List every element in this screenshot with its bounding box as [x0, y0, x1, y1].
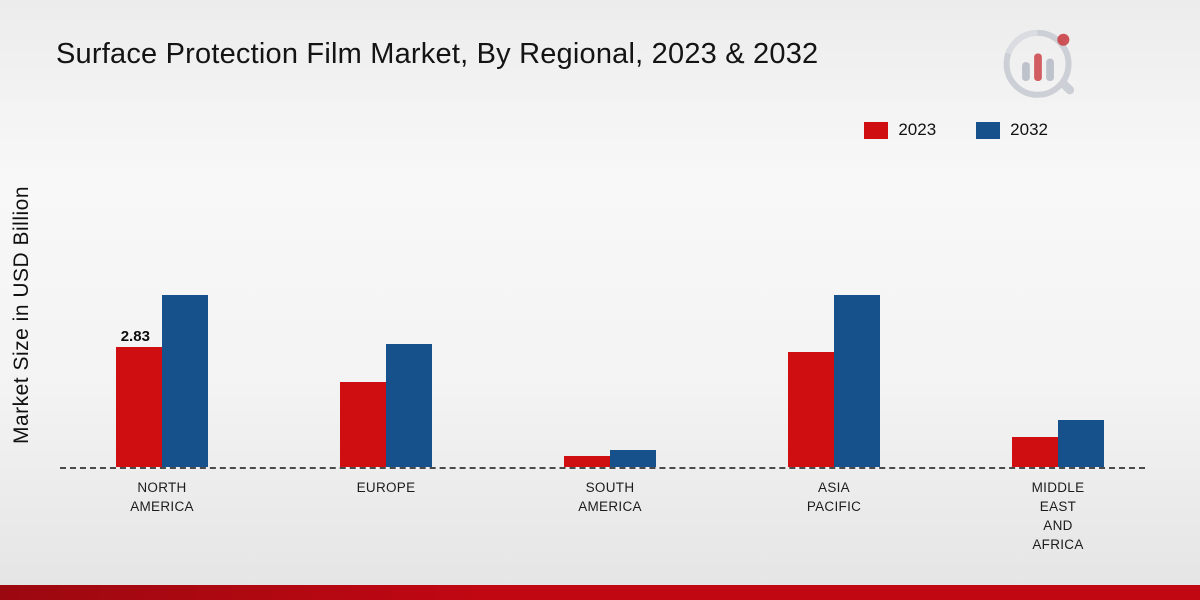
category-label-middle-east-and-africa: MIDDLE EAST AND AFRICA: [1031, 480, 1085, 552]
bar-2023-asia-pacific: [788, 352, 834, 467]
legend: 2023 2032: [864, 120, 1048, 140]
legend-label: 2023: [898, 120, 937, 139]
bar-2023-south-america: [564, 456, 610, 467]
legend-item-2032: 2032: [976, 120, 1048, 140]
legend-label: 2032: [1010, 120, 1048, 139]
category-label-north-america: NORTH AMERICA: [130, 480, 194, 514]
category-label-south-america: SOUTH AMERICA: [578, 480, 642, 514]
bar-group-europe: EUROPE: [274, 0, 498, 495]
bar-2032-europe: [386, 343, 432, 467]
bar-groups: 2.83 NORTH AMERICA EUROPE SOUTH AMERICA ASIA PA…: [50, 0, 1170, 552]
legend-item-2023: 2023: [864, 120, 936, 140]
bar-2023-north-america: 2.83: [116, 328, 162, 467]
bar-value-label: 2.83: [120, 327, 150, 345]
bar-2032-asia-pacific: [834, 294, 880, 467]
bar-2023-europe: [340, 382, 386, 467]
category-label-asia-pacific: ASIA PACIFIC: [806, 480, 862, 514]
bar-2032-south-america: [610, 450, 656, 467]
legend-swatch-icon: [864, 121, 889, 139]
bar-group-north-america: 2.83 NORTH AMERICA: [50, 0, 274, 514]
category-label-europe: EUROPE: [356, 480, 416, 495]
x-axis-baseline: [60, 467, 1145, 469]
bar-2032-middle-east-and-africa: [1058, 420, 1104, 467]
bar-2032-north-america: [162, 294, 208, 467]
bar-2023-middle-east-and-africa: [1012, 437, 1058, 467]
bar-group-south-america: SOUTH AMERICA: [498, 0, 722, 514]
bar-group-middle-east-and-africa: MIDDLE EAST AND AFRICA: [946, 0, 1170, 552]
legend-swatch-icon: [976, 121, 1001, 139]
page-title: Surface Protection Film Market, By Regio…: [56, 38, 819, 70]
footer-strip: [0, 585, 1200, 600]
bar-group-asia-pacific: ASIA PACIFIC: [722, 0, 946, 514]
company-logo-icon: [1003, 29, 1075, 98]
